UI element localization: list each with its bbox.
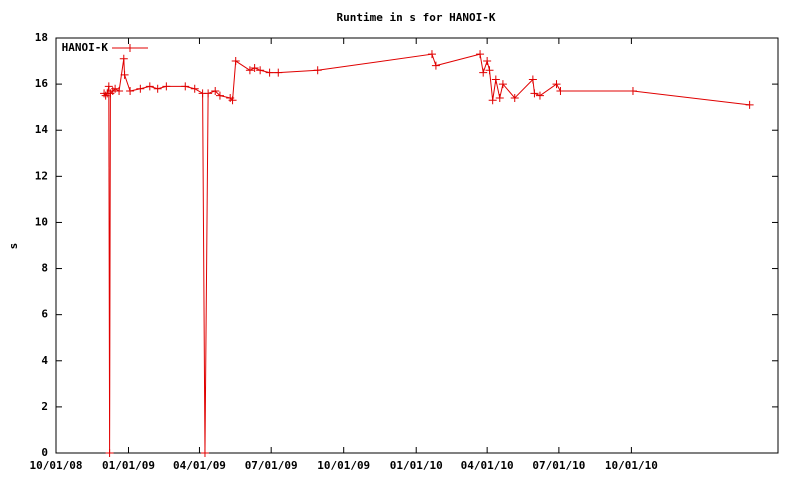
x-tick-label: 04/01/10 <box>461 459 514 472</box>
point-marker <box>181 82 190 91</box>
x-tick-label: 01/01/09 <box>102 459 155 472</box>
point-marker <box>535 91 544 100</box>
point-marker <box>313 66 322 75</box>
point-marker <box>200 449 209 457</box>
y-tick-label: 0 <box>41 446 48 459</box>
point-marker <box>485 66 494 75</box>
point-marker <box>265 68 274 77</box>
y-tick-label: 18 <box>35 31 48 44</box>
y-tick-label: 4 <box>41 354 48 367</box>
point-marker <box>427 50 436 59</box>
point-marker <box>231 57 240 66</box>
y-tick-label: 10 <box>35 215 48 228</box>
x-tick-label: 07/01/09 <box>245 459 298 472</box>
point-marker <box>530 89 539 98</box>
point-marker <box>190 84 199 93</box>
point-marker <box>153 84 162 93</box>
y-tick-label: 14 <box>35 123 49 136</box>
point-marker <box>483 57 492 66</box>
legend-marker <box>126 44 134 52</box>
point-marker <box>556 87 565 96</box>
point-marker <box>488 96 497 105</box>
point-marker <box>228 96 237 105</box>
point-marker <box>628 87 637 96</box>
y-tick-label: 6 <box>41 308 48 321</box>
plot-frame <box>55 37 779 454</box>
x-tick-label: 04/01/09 <box>173 459 226 472</box>
x-tick-label: 10/01/10 <box>605 459 658 472</box>
y-tick-label: 12 <box>35 169 48 182</box>
y-tick-label: 8 <box>41 262 48 275</box>
point-marker <box>274 68 283 77</box>
point-marker <box>119 54 128 63</box>
point-marker <box>105 449 114 457</box>
x-tick-label: 07/01/10 <box>532 459 585 472</box>
point-marker <box>491 75 500 84</box>
point-marker <box>256 66 265 75</box>
x-tick-label: 01/01/10 <box>390 459 443 472</box>
point-marker <box>204 89 213 98</box>
point-marker <box>245 66 254 75</box>
point-marker <box>552 80 561 89</box>
point-marker <box>528 75 537 84</box>
point-marker <box>745 100 754 109</box>
point-marker <box>498 80 507 89</box>
legend-label: HANOI-K <box>62 41 109 54</box>
chart-title: Runtime in s for HANOI-K <box>337 11 496 24</box>
point-marker <box>136 84 145 93</box>
point-marker <box>495 93 504 102</box>
point-marker <box>115 87 124 96</box>
x-tick-label: 10/01/08 <box>30 459 83 472</box>
point-marker <box>510 93 519 102</box>
y-axis-label: s <box>7 243 20 250</box>
point-marker <box>431 61 440 70</box>
point-marker <box>211 87 220 96</box>
point-marker <box>104 82 113 91</box>
point-marker <box>250 63 259 72</box>
point-marker <box>145 82 154 91</box>
y-tick-label: 16 <box>35 77 49 90</box>
x-tick-label: 10/01/09 <box>317 459 370 472</box>
point-marker <box>215 91 224 100</box>
y-tick-label: 2 <box>41 400 48 413</box>
point-marker <box>126 87 135 96</box>
series-line <box>103 53 750 454</box>
point-marker <box>120 70 129 79</box>
point-marker <box>162 82 171 91</box>
point-marker <box>476 50 485 59</box>
point-marker <box>479 68 488 77</box>
